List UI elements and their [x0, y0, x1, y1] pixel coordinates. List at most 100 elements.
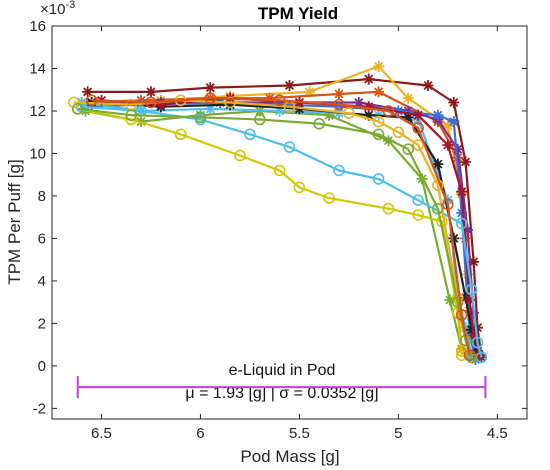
data-point	[145, 96, 157, 109]
data-point	[432, 109, 444, 121]
data-point	[442, 198, 454, 211]
data-point	[194, 111, 207, 124]
y-tick-label: 12	[29, 103, 46, 120]
annotation-line2: μ = 1.93 [g] | σ = 0.0352 [g]	[185, 385, 378, 402]
data-point	[412, 109, 424, 121]
data-point	[254, 113, 266, 126]
series-6-line	[85, 109, 475, 359]
data-point	[455, 217, 468, 230]
data-point	[456, 186, 468, 198]
data-point	[372, 173, 385, 185]
data-point	[313, 117, 325, 130]
series-14	[85, 92, 476, 362]
y-tick-label: 14	[29, 60, 46, 77]
data-point	[372, 115, 385, 128]
series-7-line	[81, 101, 473, 356]
data-point	[456, 207, 468, 219]
data-point	[363, 73, 375, 85]
data-point	[412, 209, 424, 221]
x-tick-label: 6	[196, 425, 204, 442]
y-tick-label: 6	[38, 230, 46, 247]
data-point	[432, 202, 444, 215]
y-axis-label: TPM Per Puff [g]	[5, 159, 24, 284]
x-tick-label: 5.5	[289, 425, 310, 442]
series-12-line	[73, 99, 463, 352]
series-5-line	[85, 101, 477, 360]
y-tick-label: 16	[29, 18, 46, 35]
series-9-line	[101, 97, 481, 356]
data-point	[448, 232, 460, 244]
data-point	[372, 128, 385, 141]
data-point	[174, 128, 187, 141]
data-point	[462, 347, 474, 359]
data-point	[442, 139, 454, 151]
data-point	[283, 141, 296, 153]
data-point	[402, 143, 415, 156]
annotation-line1: e-Liquid in Pod	[229, 362, 336, 379]
data-point	[463, 349, 476, 362]
data-point	[474, 349, 485, 361]
data-point	[323, 192, 335, 204]
data-point	[373, 86, 385, 98]
series-11-line	[81, 105, 483, 358]
series-10	[71, 103, 468, 362]
data-point	[333, 164, 345, 177]
y-exponent-base: ×10	[40, 1, 65, 18]
data-point	[464, 305, 476, 317]
data-point	[442, 120, 454, 132]
data-point	[363, 101, 375, 113]
data-point	[465, 351, 478, 364]
data-point	[204, 92, 217, 105]
data-point	[462, 224, 474, 236]
data-point	[464, 328, 476, 340]
data-point	[448, 97, 460, 108]
data-point	[460, 156, 472, 168]
data-point	[471, 336, 484, 349]
data-point	[145, 86, 157, 98]
data-point	[234, 149, 246, 162]
data-point	[293, 181, 306, 194]
data-point	[452, 143, 464, 155]
chart-title: TPM Yield	[258, 4, 338, 23]
y-tick-label: -2	[33, 400, 46, 417]
series-1	[82, 73, 487, 363]
data-point	[363, 109, 375, 121]
data-point	[464, 294, 476, 306]
data-point	[264, 92, 276, 104]
y-tick-label: 4	[38, 273, 46, 290]
data-point	[383, 135, 394, 147]
series-13-line	[77, 107, 473, 358]
annotation: e-Liquid in Pod μ = 1.93 [g] | σ = 0.035…	[76, 362, 487, 402]
data-point	[284, 80, 295, 91]
data-point	[323, 109, 335, 121]
data-point	[204, 82, 216, 94]
data-point	[444, 294, 456, 306]
data-point	[303, 86, 315, 98]
data-point	[422, 80, 434, 91]
data-point	[373, 60, 385, 72]
series-7	[76, 97, 478, 361]
series-9	[96, 92, 485, 361]
data-point	[224, 99, 236, 111]
y-tick-label: 0	[38, 358, 46, 375]
y-tick-label: 2	[38, 315, 46, 332]
data-point	[353, 97, 365, 108]
data-point	[71, 103, 84, 115]
data-point	[85, 94, 98, 107]
data-point	[472, 322, 483, 334]
data-point	[333, 98, 345, 111]
data-point	[465, 283, 478, 296]
data-point	[155, 99, 167, 111]
x-tick-label: 6.5	[91, 425, 112, 442]
y-axis: -2 0 2 4 6 8 10 12 14 16	[29, 18, 527, 417]
data-point	[448, 116, 460, 128]
data-point	[382, 105, 395, 117]
data-point	[460, 322, 472, 334]
data-point	[333, 88, 345, 100]
data-point	[343, 107, 355, 119]
data-point	[412, 122, 424, 134]
data-point	[392, 126, 405, 139]
data-point	[333, 101, 345, 113]
data-point	[125, 109, 137, 122]
series-14-line	[91, 97, 471, 356]
